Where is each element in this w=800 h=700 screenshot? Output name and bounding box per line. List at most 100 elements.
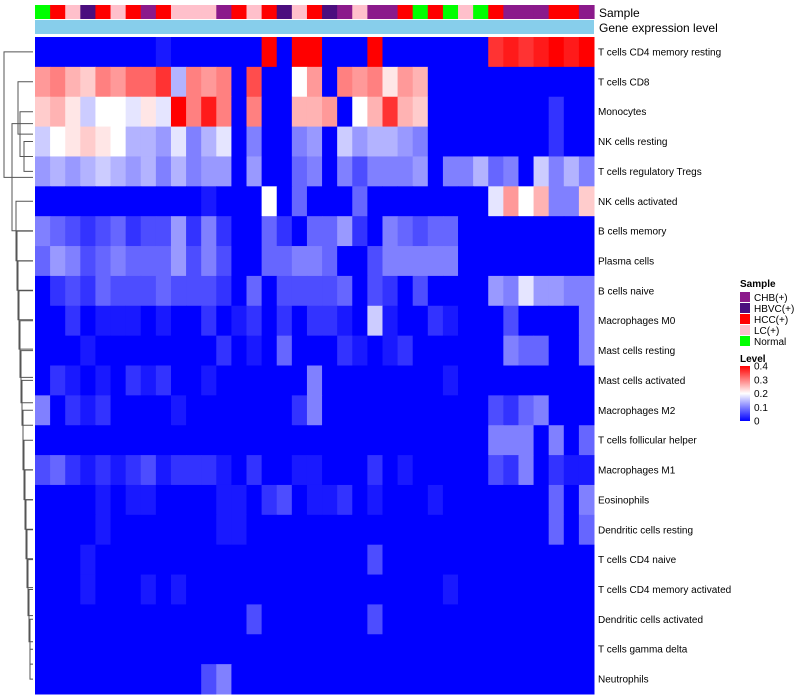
heatmap-cell bbox=[533, 574, 550, 605]
heatmap-cell bbox=[412, 455, 429, 486]
heatmap-cell bbox=[563, 395, 580, 426]
level-legend-tick: 0 bbox=[754, 417, 760, 428]
heatmap-cell bbox=[140, 126, 157, 157]
heatmap-cell bbox=[110, 216, 127, 247]
heatmap-cell bbox=[352, 604, 368, 635]
heatmap-cell bbox=[518, 186, 535, 217]
heatmap-cell bbox=[427, 604, 444, 635]
heatmap-cell bbox=[442, 305, 459, 337]
sample-legend-label: CHB(+) bbox=[754, 293, 788, 304]
heatmap-cell bbox=[563, 604, 580, 635]
heatmap-cell bbox=[563, 37, 580, 68]
heatmap-cell bbox=[50, 544, 66, 576]
row-label: Monocytes bbox=[598, 107, 646, 118]
heatmap-cell bbox=[518, 664, 535, 695]
heatmap-cell bbox=[35, 156, 51, 187]
heatmap-cell bbox=[442, 126, 459, 157]
heatmap-cell bbox=[95, 305, 112, 337]
heatmap-cell bbox=[246, 96, 263, 128]
sample-cell-9 bbox=[170, 5, 187, 19]
heatmap-cell bbox=[563, 275, 580, 307]
heatmap-cell bbox=[458, 634, 474, 665]
heatmap-cell bbox=[442, 484, 459, 516]
heatmap-cell bbox=[35, 246, 51, 277]
heatmap-cell bbox=[80, 514, 96, 546]
heatmap-cell bbox=[306, 156, 323, 187]
heatmap-cell bbox=[216, 275, 232, 307]
heatmap-cell bbox=[578, 455, 595, 486]
heatmap-cell bbox=[533, 395, 550, 426]
heatmap-cell bbox=[65, 216, 81, 247]
row-label: Macrophages M1 bbox=[598, 466, 676, 477]
heatmap-cell bbox=[382, 275, 399, 307]
heatmap-cell bbox=[110, 574, 127, 605]
heatmap-cell bbox=[337, 96, 353, 128]
heatmap-cell bbox=[352, 335, 368, 366]
heatmap-cell bbox=[548, 96, 565, 128]
heatmap-cell bbox=[382, 305, 399, 337]
heatmap-cell bbox=[337, 634, 353, 665]
heatmap-cell bbox=[216, 604, 232, 635]
heatmap-cell bbox=[186, 66, 202, 98]
heatmap-cell bbox=[65, 186, 81, 217]
row-label: NK cells activated bbox=[598, 197, 677, 208]
heatmap-cell bbox=[503, 246, 519, 277]
heatmap-cell bbox=[578, 574, 595, 605]
heatmap-cell bbox=[548, 246, 565, 277]
heatmap-cell bbox=[80, 37, 96, 68]
heatmap-cell bbox=[231, 395, 248, 426]
sample-cell-24 bbox=[397, 5, 414, 19]
heatmap-cell bbox=[322, 156, 338, 187]
heatmap-cell bbox=[488, 544, 504, 576]
sample-cell-22 bbox=[367, 5, 384, 19]
heatmap-cell bbox=[578, 186, 595, 217]
heatmap-cell bbox=[473, 305, 489, 337]
row-label: T cells gamma delta bbox=[598, 645, 688, 656]
heatmap-cell bbox=[548, 186, 565, 217]
heatmap-cell bbox=[261, 604, 278, 635]
heatmap-cell bbox=[533, 664, 550, 695]
heatmap-cell bbox=[80, 186, 96, 217]
heatmap-cell bbox=[291, 365, 308, 396]
heatmap-cell bbox=[125, 484, 142, 516]
heatmap-cell bbox=[125, 634, 142, 665]
heatmap-cell bbox=[367, 664, 383, 695]
sample-cell-26 bbox=[427, 5, 444, 19]
heatmap-cell bbox=[261, 216, 278, 247]
sample-cell-2 bbox=[65, 5, 81, 19]
heatmap-cell bbox=[110, 634, 127, 665]
heatmap-cell bbox=[578, 96, 595, 128]
row-label: T cells CD4 memory resting bbox=[598, 47, 721, 58]
heatmap-cell bbox=[352, 664, 368, 695]
heatmap-cell bbox=[503, 186, 519, 217]
heatmap-cell bbox=[458, 186, 474, 217]
heatmap-cell bbox=[458, 544, 474, 576]
heatmap-cell bbox=[427, 425, 444, 456]
heatmap-cell bbox=[125, 186, 142, 217]
heatmap-cell bbox=[352, 246, 368, 277]
heatmap-cell bbox=[50, 664, 66, 695]
heatmap-cell bbox=[442, 96, 459, 128]
heatmap-cell bbox=[488, 574, 504, 605]
heatmap-cell bbox=[352, 305, 368, 337]
heatmap-cell bbox=[201, 275, 217, 307]
heatmap-cell bbox=[35, 514, 51, 546]
heatmap-cell bbox=[382, 246, 399, 277]
heatmap-cell bbox=[518, 365, 535, 396]
heatmap-cell bbox=[412, 574, 429, 605]
heatmap-cell bbox=[518, 246, 535, 277]
heatmap-cell bbox=[155, 544, 172, 576]
heatmap-cell bbox=[186, 604, 202, 635]
heatmap-cell bbox=[261, 156, 278, 187]
heatmap-cell bbox=[261, 275, 278, 307]
heatmap-cell bbox=[352, 186, 368, 217]
heatmap-cell bbox=[140, 216, 157, 247]
heatmap-cell bbox=[306, 335, 323, 366]
heatmap-cell bbox=[110, 484, 127, 516]
heatmap-cell bbox=[578, 216, 595, 247]
heatmap-cell bbox=[110, 156, 127, 187]
heatmap-cell bbox=[170, 96, 187, 128]
heatmap-cell bbox=[50, 514, 66, 546]
heatmap-cell bbox=[50, 37, 66, 68]
heatmap-cell bbox=[412, 305, 429, 337]
